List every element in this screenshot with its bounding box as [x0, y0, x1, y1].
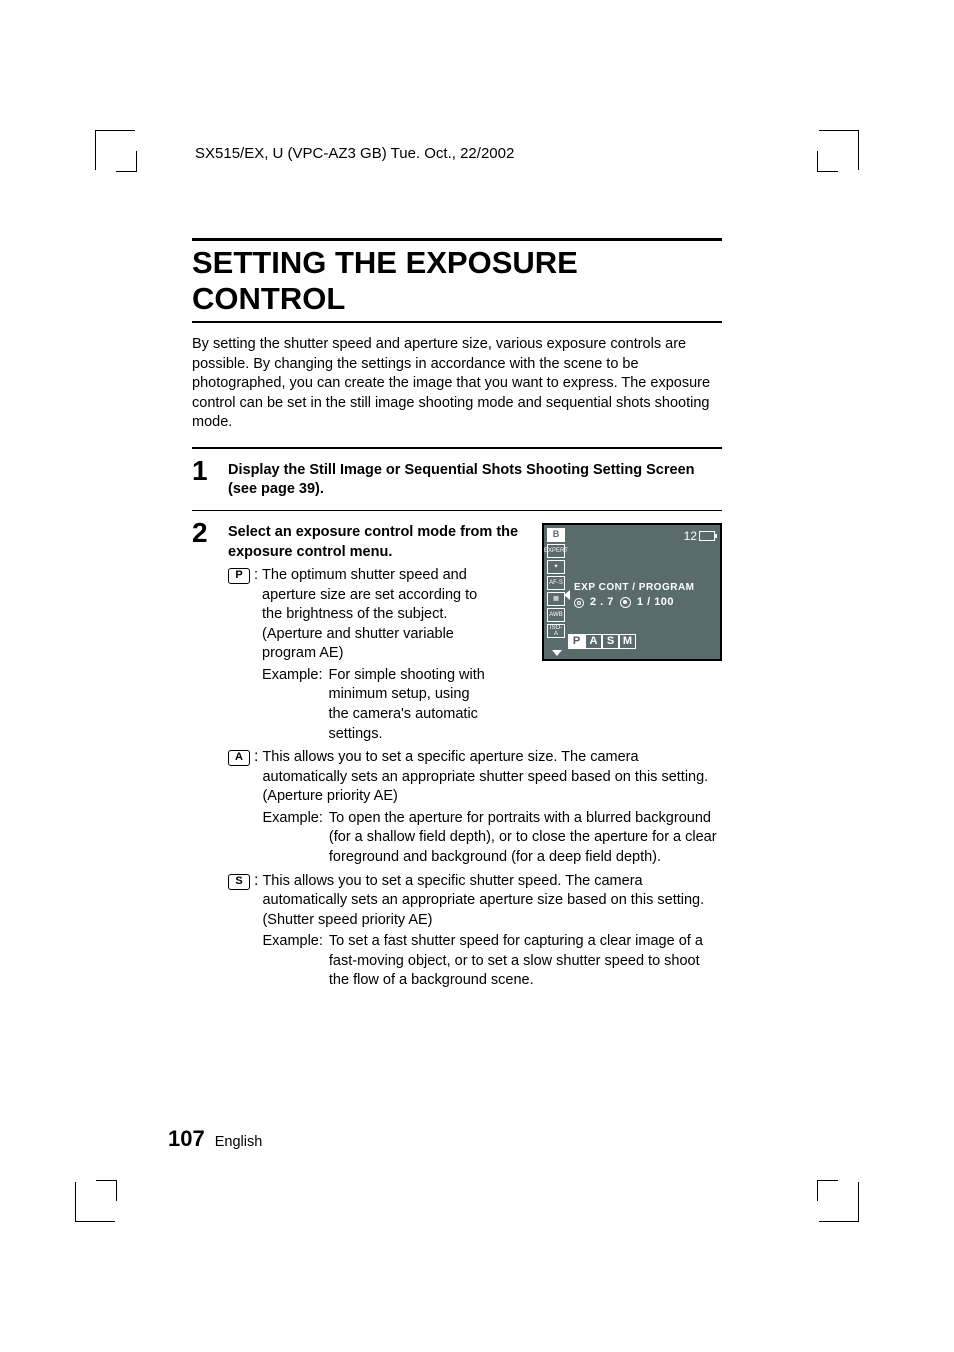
intro-paragraph: By setting the shutter speed and apertur…: [192, 335, 722, 433]
step-2: 2 Select an exposure control mode from t…: [192, 511, 722, 744]
crop-mark-bottom-right: [819, 1182, 859, 1222]
lcd-icon-b: B: [547, 528, 565, 542]
mode-a-icon: A: [228, 750, 250, 766]
lcd-pasm-p: P: [568, 634, 585, 649]
lcd-pasm-a: A: [585, 634, 602, 649]
lcd-pasm-m: M: [619, 634, 636, 649]
mode-p-icon: P: [228, 568, 250, 584]
document-header: SX515/EX, U (VPC-AZ3 GB) Tue. Oct., 22/2…: [195, 145, 514, 162]
mode-a: A : This allows you to set a specific ap…: [228, 748, 722, 867]
battery-icon: [699, 531, 715, 541]
step-1: 1 Display the Still Image or Sequential …: [192, 449, 722, 500]
mode-p: P : The optimum shutter speed and apertu…: [228, 566, 532, 744]
lcd-arrow-down-icon: [552, 650, 562, 656]
lcd-bottom-row: P A S M: [548, 634, 636, 656]
lcd-center-readout: EXP CONT / PROGRAM 2 . 7 1 / 100: [574, 581, 695, 610]
mode-p-description: The optimum shutter speed and aperture s…: [262, 567, 477, 661]
lcd-shots-remaining: 12: [684, 528, 697, 544]
step-2-number: 2: [192, 519, 228, 547]
lcd-top-right: 12: [684, 528, 715, 544]
page-number: 107: [168, 1126, 205, 1152]
example-label: Example:: [262, 666, 322, 686]
lcd-pasm-selector: P A S M: [568, 634, 636, 649]
title-rule-top: [192, 238, 722, 241]
lcd-icon-afs: AF-S: [547, 576, 565, 590]
mode-p-example: For simple shooting with minimum setup, …: [328, 666, 490, 744]
page-language: English: [215, 1134, 263, 1150]
lcd-left-icon-column: B EXPERT ✦ AF-S ▦ AWB ISO-A: [547, 528, 565, 638]
lcd-pasm-s: S: [602, 634, 619, 649]
lcd-icon-awb: AWB: [547, 608, 565, 622]
lcd-aperture-value: 2 . 7: [590, 595, 614, 610]
mode-a-description: This allows you to set a specific apertu…: [262, 749, 708, 804]
page-title: SETTING THE EXPOSURE CONTROL: [192, 245, 722, 317]
page-content: SETTING THE EXPOSURE CONTROL By setting …: [192, 238, 722, 991]
aperture-icon: [574, 598, 584, 608]
example-label: Example:: [262, 932, 322, 952]
shutter-icon: [620, 597, 631, 608]
colon: :: [254, 566, 258, 586]
mode-s: S : This allows you to set a specific sh…: [228, 872, 722, 991]
page-footer: 107 English: [168, 1126, 262, 1152]
crop-mark-bottom-left: [75, 1182, 115, 1222]
step-1-number: 1: [192, 457, 228, 485]
colon: :: [254, 872, 258, 890]
lcd-icon-grid: ▦: [547, 592, 565, 606]
lcd-icon-expert: EXPERT: [547, 544, 565, 558]
crop-mark-top-left: [95, 130, 135, 170]
lcd-icon-sparkle: ✦: [547, 560, 565, 574]
mode-a-example: To open the aperture for portraits with …: [329, 809, 722, 868]
mode-s-description: This allows you to set a specific shutte…: [262, 873, 704, 928]
title-rule-bottom: [192, 321, 722, 323]
example-label: Example:: [262, 809, 322, 829]
colon: :: [254, 748, 258, 766]
step-1-heading: Display the Still Image or Sequential Sh…: [228, 462, 695, 498]
mode-s-example: To set a fast shutter speed for capturin…: [329, 932, 722, 991]
lcd-shutter-value: 1 / 100: [637, 595, 674, 610]
crop-mark-top-right: [819, 130, 859, 170]
lcd-exp-label: EXP CONT / PROGRAM: [574, 581, 695, 595]
mode-s-icon: S: [228, 874, 250, 890]
lcd-arrow-left-icon: [564, 590, 570, 600]
lcd-screen-diagram: B EXPERT ✦ AF-S ▦ AWB ISO-A 12 EXP: [542, 523, 722, 661]
step-2-heading: Select an exposure control mode from the…: [228, 523, 532, 562]
